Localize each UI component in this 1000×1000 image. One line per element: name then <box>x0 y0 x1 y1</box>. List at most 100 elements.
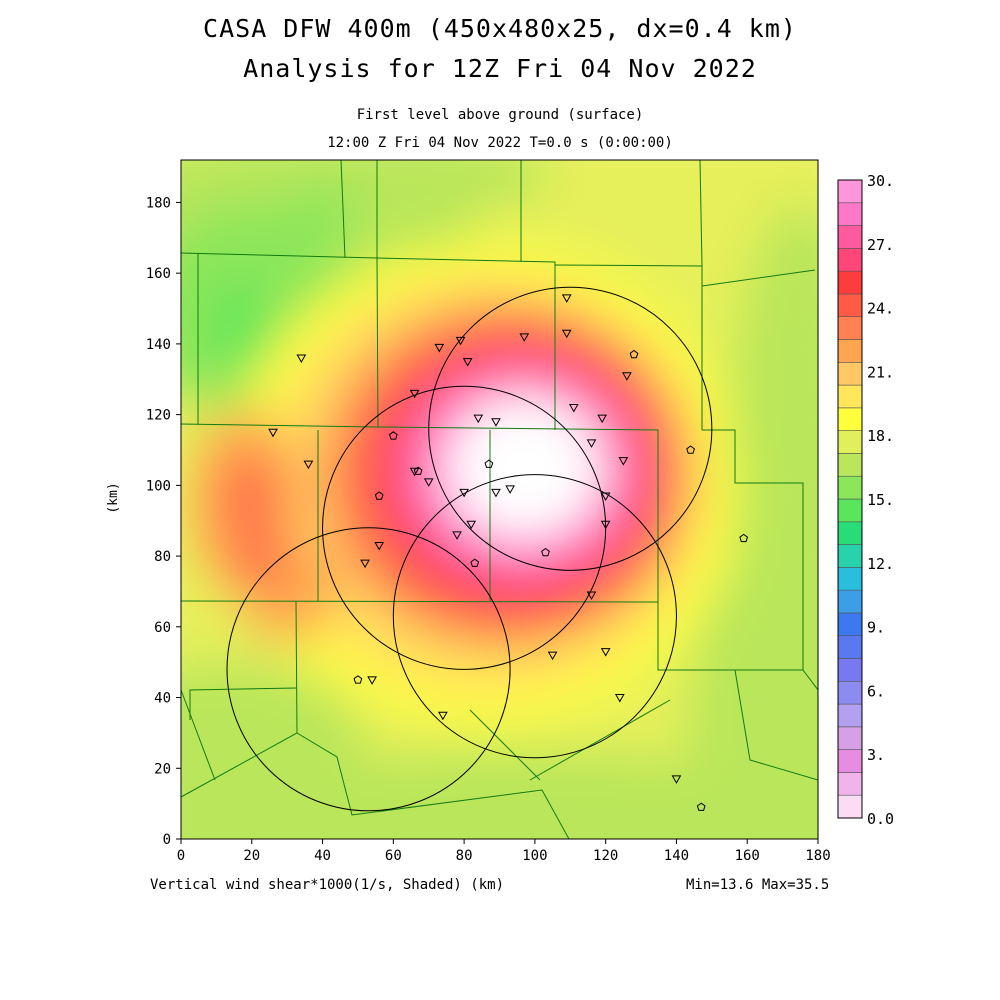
station-markers <box>268 294 749 811</box>
colorbar-swatch <box>837 453 863 477</box>
chart-title-analysis-time: Analysis for 12Z Fri 04 Nov 2022 <box>243 54 757 83</box>
x-tick-label: 140 <box>664 848 689 864</box>
colorbar-label: 24. <box>867 300 894 318</box>
station-pentagon-marker <box>374 491 384 500</box>
colorbar-swatch <box>837 589 863 614</box>
station-triangle-marker <box>452 531 462 540</box>
colorbar-swatch <box>837 179 863 204</box>
station-triangle-marker <box>491 418 501 427</box>
station-triangle-marker <box>268 428 278 438</box>
station-triangle-marker <box>561 329 572 339</box>
colorbar-swatch <box>837 498 863 523</box>
colorbar-swatch <box>837 270 863 295</box>
chart-title: CASA DFW 400m (450x480x25, dx=0.4 km) <box>203 14 797 43</box>
colorbar-swatch <box>837 772 863 796</box>
station-pentagon-marker <box>353 675 363 684</box>
station-triangle-marker <box>505 485 515 494</box>
y-tick-label: 140 <box>146 337 171 353</box>
colorbar-swatch <box>837 794 863 819</box>
station-triangle-marker <box>600 648 611 657</box>
x-tick-label: 100 <box>522 848 547 864</box>
station-triangle-marker <box>547 651 558 661</box>
colorbar-swatch <box>837 680 863 705</box>
station-triangle-marker <box>409 467 420 477</box>
colorbar-label: 6. <box>867 682 885 700</box>
chart-subtitle-time: 12:00 Z Fri 04 Nov 2022 T=0.0 s (0:00:00… <box>327 135 673 151</box>
station-triangle-marker <box>586 591 597 600</box>
radar-range-rings <box>226 286 713 812</box>
station-pentagon-marker <box>388 431 398 440</box>
station-pentagon-marker <box>696 802 706 811</box>
colorbar-swatch <box>837 567 863 591</box>
y-tick-label: 60 <box>154 620 171 636</box>
station-pentagon-marker <box>739 533 749 543</box>
variable-label: Vertical wind shear*1000(1/s, Shaded) (k… <box>150 877 505 893</box>
colorbar-swatch <box>837 384 863 409</box>
y-axis: 0 20 40 60 80 100 120 140 160 180 <box>146 195 181 848</box>
x-tick-label: 120 <box>593 848 618 864</box>
station-triangle-marker <box>622 372 632 381</box>
colorbar-swatch <box>837 612 863 637</box>
station-triangle-marker <box>455 336 466 346</box>
colorbar-swatch <box>837 293 863 318</box>
y-tick-label: 180 <box>146 195 171 211</box>
colorbar-label: 21. <box>867 363 894 381</box>
station-triangle-marker <box>423 478 434 487</box>
station-triangle-marker <box>296 354 307 364</box>
x-tick-label: 20 <box>243 848 260 864</box>
colorbar-swatch <box>837 316 863 340</box>
x-tick-label: 80 <box>456 848 473 864</box>
colorbar-label: 15. <box>867 491 894 509</box>
colorbar-swatch <box>837 361 863 386</box>
station-triangle-marker <box>614 694 625 703</box>
x-tick-label: 160 <box>735 848 760 864</box>
station-triangle-marker <box>600 492 611 501</box>
station-triangle-marker <box>459 488 469 498</box>
colorbar-swatch <box>837 248 863 272</box>
colorbar-swatch <box>837 202 863 226</box>
station-triangle-marker <box>671 775 682 784</box>
county-boundaries <box>181 160 818 839</box>
station-pentagon-marker <box>484 459 494 468</box>
station-triangle-marker <box>374 541 385 551</box>
y-tick-label: 20 <box>154 761 171 777</box>
station-triangle-marker <box>597 414 607 424</box>
range-ring <box>226 527 511 812</box>
colorbar-label: 0.0 <box>867 810 894 828</box>
chart-subtitle-level: First level above ground (surface) <box>356 107 644 123</box>
station-pentagon-marker <box>541 547 550 557</box>
range-ring <box>428 286 713 571</box>
station-triangle-marker <box>438 711 448 721</box>
colorbar-swatch <box>837 475 863 500</box>
station-triangle-marker <box>561 294 572 303</box>
station-triangle-marker <box>462 358 473 367</box>
station-pentagon-marker <box>413 466 423 475</box>
station-triangle-marker <box>303 460 314 470</box>
x-tick-label: 40 <box>314 848 331 864</box>
y-tick-label: 100 <box>146 478 171 494</box>
colorbar-swatch <box>837 658 863 682</box>
colorbar-swatch <box>837 703 863 728</box>
station-triangle-marker <box>568 404 579 413</box>
range-ring <box>392 474 677 759</box>
colorbar: 0.0 3. 6. 9. 12. 15. 18. 21. 24. 27. 30. <box>837 172 894 828</box>
station-pentagon-marker <box>629 349 639 359</box>
colorbar-label: 18. <box>867 427 894 445</box>
station-triangle-marker <box>360 559 370 569</box>
y-tick-label: 120 <box>146 408 171 424</box>
station-triangle-marker <box>491 488 501 498</box>
station-triangle-marker <box>586 439 597 448</box>
x-tick-label: 0 <box>177 848 185 864</box>
colorbar-label: 12. <box>867 555 894 573</box>
colorbar-swatch <box>837 339 863 363</box>
x-axis: 0 20 40 60 80 100 120 140 160 180 <box>177 839 831 864</box>
station-triangle-marker <box>473 414 484 424</box>
station-triangle-marker <box>409 389 420 399</box>
y-tick-label: 40 <box>154 691 171 707</box>
colorbar-swatch <box>837 726 863 750</box>
colorbar-swatch <box>837 521 863 545</box>
y-tick-label: 160 <box>146 266 171 282</box>
station-triangle-marker <box>367 676 377 685</box>
y-tick-label: 80 <box>154 549 171 565</box>
